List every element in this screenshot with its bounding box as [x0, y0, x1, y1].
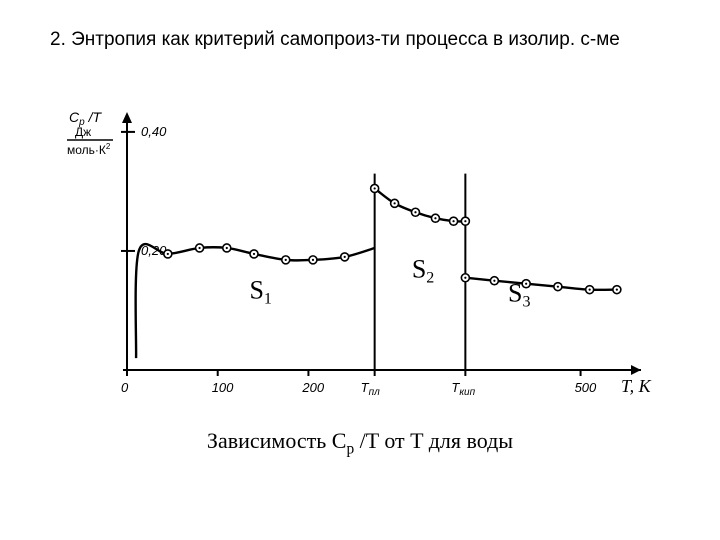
- chart-container: 0,200,400100200500TплTкипT, KCp /TДжмоль…: [55, 100, 665, 420]
- caption-rest: /T от T для воды: [354, 428, 513, 453]
- slide-title: 2. Энтропия как критерий самопроиз-ти пр…: [50, 28, 670, 52]
- chart-caption: Зависимость Cp /T от T для воды: [0, 428, 720, 458]
- svg-text:100: 100: [212, 380, 234, 395]
- cp-over-t-chart: 0,200,400100200500TплTкипT, KCp /TДжмоль…: [55, 100, 665, 420]
- svg-text:Tпл: Tпл: [361, 380, 380, 398]
- caption-prefix: Зависимость C: [207, 428, 347, 453]
- svg-text:Дж: Дж: [75, 125, 91, 139]
- svg-text:0: 0: [121, 380, 129, 395]
- svg-text:S2: S2: [412, 255, 434, 287]
- svg-text:500: 500: [575, 380, 597, 395]
- svg-text:0,40: 0,40: [141, 124, 167, 139]
- svg-text:T, K: T, K: [621, 376, 652, 396]
- svg-text:Tкип: Tкип: [451, 380, 475, 398]
- svg-text:S1: S1: [249, 276, 271, 308]
- svg-text:200: 200: [301, 380, 324, 395]
- svg-text:моль·К2: моль·К2: [67, 142, 111, 157]
